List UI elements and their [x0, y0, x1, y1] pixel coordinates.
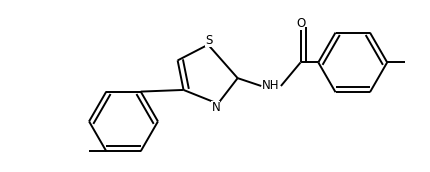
Text: S: S — [205, 34, 212, 47]
Text: O: O — [295, 17, 304, 30]
Text: N: N — [211, 101, 220, 114]
Text: NH: NH — [262, 79, 279, 93]
